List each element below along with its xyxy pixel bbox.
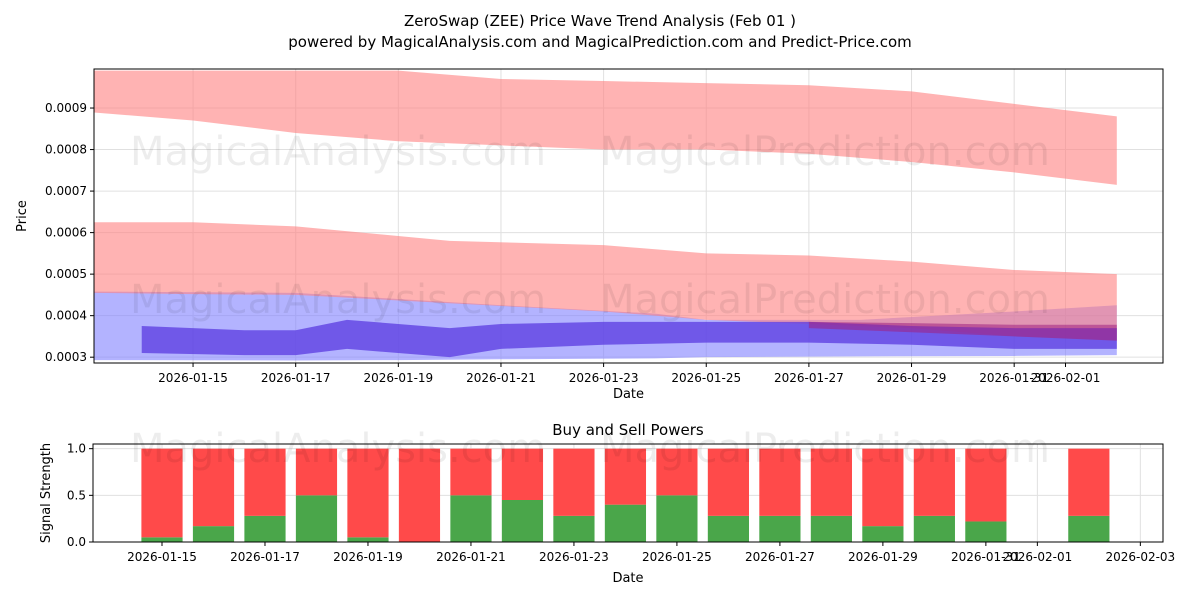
buy-bar [295,495,338,542]
y-axis-label: Signal Strength [39,443,54,543]
x-tick-label: 2026-01-17 [261,371,331,385]
x-tick-label: 2026-01-25 [642,550,712,564]
y-tick-label: 0.5 [67,488,86,502]
watermark: MagicalAnalysis.com [130,129,546,175]
sell-bar [707,448,750,516]
x-tick-label: 2026-01-17 [230,550,300,564]
watermark: MagicalAnalysis.com [130,277,546,323]
sell-bar [913,448,955,516]
watermark: MagicalPrediction.com [600,129,1050,175]
buy-bar [501,500,544,542]
sell-bar [759,448,801,516]
x-tick-label: 2026-01-21 [436,550,506,564]
buy-bar [553,515,595,542]
sell-bar [192,448,235,527]
y-tick-label: 1.0 [67,442,86,456]
sell-bar [810,448,852,516]
x-tick-label: 2026-01-23 [539,550,609,564]
sell-bar [501,448,544,500]
buy-bar [192,526,235,542]
y-tick-label: 0.0004 [45,309,87,323]
sell-bar [141,448,183,538]
watermark: MagicalPrediction.com [600,277,1050,323]
x-tick-label: 2026-01-19 [333,550,403,564]
x-tick-label: 2026-01-27 [745,550,815,564]
buy-bar [759,515,801,542]
x-tick-label: 2026-01-15 [127,550,197,564]
sell-bar [295,448,338,496]
subchart-title: Buy and Sell Powers [552,421,704,439]
upper-red-band [94,70,1117,185]
buy-bar [1068,515,1110,542]
buy-bar [965,521,1007,542]
x-tick-label: 2026-01-21 [466,371,536,385]
plot-frame [93,68,1164,364]
x-tick-label: 2026-01-23 [569,371,639,385]
buy-bar [141,537,183,542]
buy-bar [707,515,750,542]
buy-bar [862,526,904,542]
sell-bar [244,448,286,516]
x-tick-label: 2026-01-29 [848,550,918,564]
buy-bar [656,495,698,542]
x-tick-label: 2026-02-01 [1031,371,1101,385]
sell-bar [862,448,904,527]
y-tick-label: 0.0005 [45,267,87,281]
sell-bar [656,448,698,496]
x-axis-label: Date [613,387,644,402]
chart-title: ZeroSwap (ZEE) Price Wave Trend Analysis… [404,12,796,30]
x-tick-label: 2026-02-03 [1105,550,1175,564]
x-tick-label: 2026-01-31 [979,371,1049,385]
sell-bar [604,448,647,505]
y-tick-label: 0.0009 [45,101,87,115]
y-tick-label: 0.0003 [45,350,87,364]
plot-frame [92,443,1164,543]
x-tick-label: 2026-02-01 [1002,550,1072,564]
y-tick-label: 0.0007 [45,184,87,198]
lower-red-band [94,222,1117,341]
watermark: MagicalPrediction.com [600,426,1050,472]
sell-bar [965,448,1007,522]
sell-bar [553,448,595,516]
sell-bar [398,448,441,542]
sell-bar [347,448,389,538]
x-tick-label: 2026-01-19 [363,371,433,385]
sell-bar [450,448,492,496]
x-tick-label: 2026-01-27 [774,371,844,385]
bands [94,70,1117,361]
x-tick-label: 2026-01-25 [671,371,741,385]
y-tick-label: 0.0 [67,535,86,549]
x-tick-label: 2026-01-29 [877,371,947,385]
x-tick-label: 2026-01-15 [158,371,228,385]
chart-subtitle: powered by MagicalAnalysis.com and Magic… [288,33,912,51]
inner-red-wave [808,321,1117,341]
x-axis-label: Date [612,571,643,586]
buy-bar [810,515,852,542]
x-tick-label: 2026-01-31 [951,550,1021,564]
y-tick-label: 0.0006 [45,226,87,240]
buy-bar [244,515,286,542]
y-tick-label: 0.0008 [45,143,87,157]
buy-bar [450,495,492,542]
buy-bar [913,515,955,542]
sell-bar [1068,448,1110,516]
y-axis-label: Price [15,200,30,232]
watermark: MagicalAnalysis.com [130,426,546,472]
buy-bar [347,537,389,542]
buy-bar [604,504,647,542]
